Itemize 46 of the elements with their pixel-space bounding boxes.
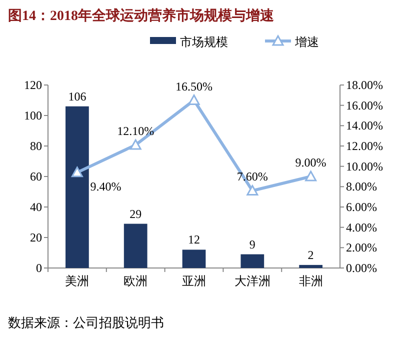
bar [240, 254, 264, 268]
chart-title: 图14：2018年全球运动营养市场规模与增速 [8, 7, 275, 24]
legend-label: 增速 [294, 35, 319, 49]
legend-label: 市场规模 [180, 35, 228, 49]
x-tick-label: 美洲 [65, 274, 90, 288]
data-label: 12.10% [117, 124, 154, 138]
y2-tick-label: 6.00% [346, 200, 377, 214]
bar [124, 224, 148, 268]
point [71, 166, 83, 178]
y2-tick-label: 16.00% [346, 98, 383, 112]
x-tick-label: 非洲 [298, 274, 323, 288]
point [188, 94, 200, 105]
point [305, 170, 317, 182]
data-label: 29 [130, 206, 142, 221]
y-tick-label: 0 [36, 261, 42, 275]
bar [66, 106, 89, 268]
y2-tick-label: 8.00% [346, 180, 377, 194]
bar [182, 250, 206, 268]
y-tick-label: 20 [30, 230, 42, 244]
y2-tick-label: 14.00% [346, 118, 383, 133]
y-tick-label: 80 [30, 139, 42, 153]
data-label: 9.00% [295, 156, 326, 170]
data-label: 2 [308, 248, 314, 262]
data-label: 106 [68, 89, 86, 104]
data-label: 9 [249, 237, 256, 252]
y-tick-label: 120 [24, 78, 42, 92]
data-label: 12 [188, 232, 200, 247]
y2-tick-label: 2.00% [346, 240, 377, 255]
data-label: 16.50% [176, 79, 212, 94]
y2-tick-label: 10.00% [346, 159, 383, 174]
data-label: 9.40% [90, 179, 122, 194]
y2-tick-label: 12.00% [346, 139, 383, 153]
y2-tick-label: 0.00% [346, 261, 377, 275]
x-tick-label: 欧洲 [124, 274, 148, 288]
source-note: 数据来源：公司招股说明书 [8, 315, 164, 330]
y2-tick-label: 4.00% [346, 220, 377, 234]
x-tick-label: 亚洲 [182, 274, 206, 288]
x-tick-label: 大洋洲 [234, 274, 270, 288]
point [130, 139, 142, 150]
y-tick-label: 100 [24, 108, 42, 122]
point [246, 184, 258, 196]
bar [299, 264, 322, 268]
y-tick-label: 40 [30, 200, 42, 214]
y-tick-label: 60 [30, 170, 42, 184]
y2-tick-label: 18.00% [346, 78, 383, 92]
data-label: 7.60% [236, 170, 268, 184]
